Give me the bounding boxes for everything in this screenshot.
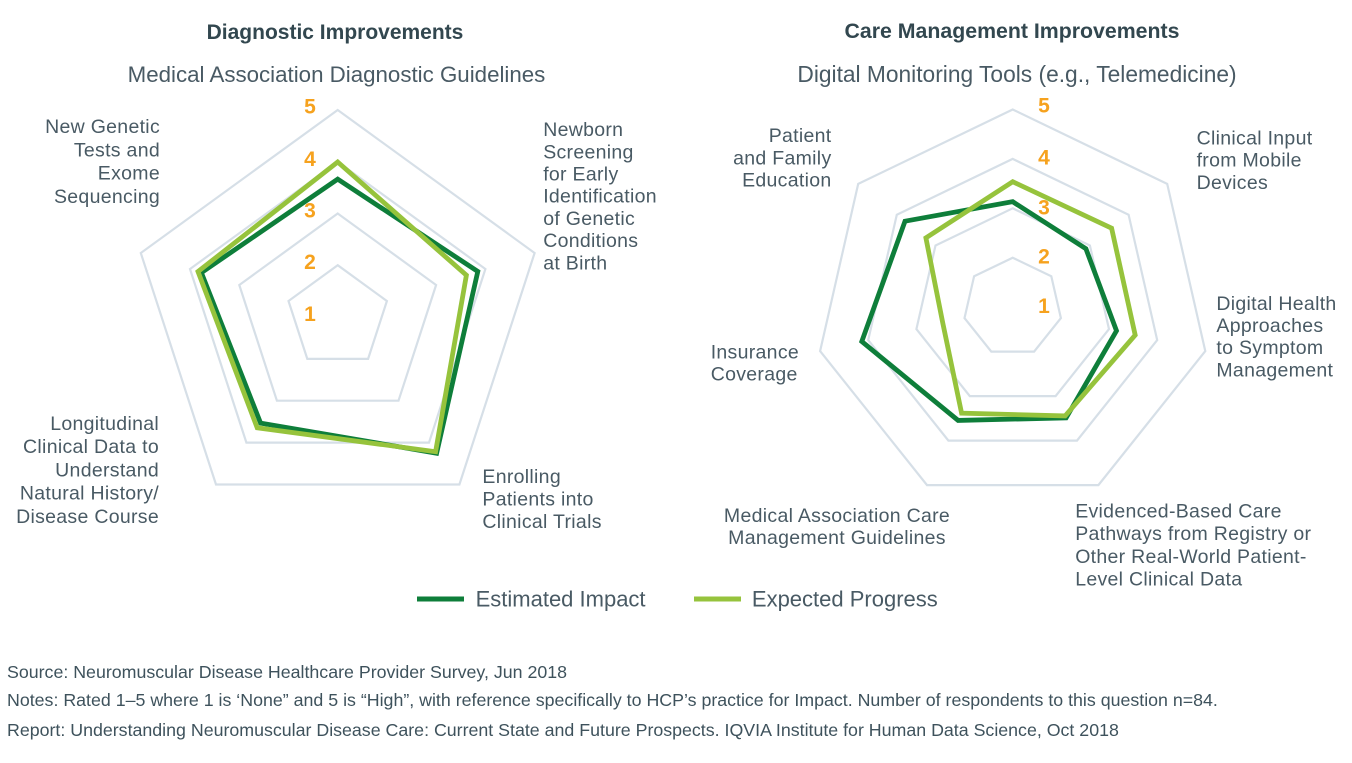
svg-text:3: 3 — [1038, 197, 1050, 220]
svg-text:Care Management Improvements: Care Management Improvements — [845, 19, 1180, 43]
svg-text:Disease Course: Disease Course — [16, 506, 159, 528]
svg-text:Medical Association Diagnostic: Medical Association Diagnostic Guideline… — [128, 62, 546, 87]
svg-text:Longitudinal: Longitudinal — [50, 413, 159, 435]
svg-text:and Family: and Family — [733, 147, 831, 169]
svg-text:2: 2 — [304, 251, 316, 274]
svg-text:Level Clinical Data: Level Clinical Data — [1075, 568, 1242, 590]
svg-text:Natural History/: Natural History/ — [20, 483, 159, 505]
svg-text:1: 1 — [1038, 295, 1050, 318]
svg-text:Screening: Screening — [543, 141, 634, 163]
svg-text:Medical Association Care: Medical Association Care — [724, 505, 950, 527]
svg-text:Devices: Devices — [1197, 172, 1268, 194]
svg-text:Sequencing: Sequencing — [54, 186, 160, 208]
svg-text:Pathways from Registry or: Pathways from Registry or — [1075, 523, 1311, 545]
svg-text:Digital Monitoring Tools (e.g.: Digital Monitoring Tools (e.g., Telemedi… — [797, 61, 1236, 87]
svg-text:Notes: Rated 1–5 where 1 is ‘N: Notes: Rated 1–5 where 1 is ‘None” and 5… — [7, 690, 1218, 710]
svg-text:Digital Health: Digital Health — [1216, 293, 1336, 315]
svg-text:Expected Progress: Expected Progress — [752, 587, 938, 612]
svg-text:Insurance: Insurance — [711, 341, 799, 363]
svg-text:at Birth: at Birth — [543, 252, 607, 274]
svg-text:from Mobile: from Mobile — [1197, 150, 1302, 172]
svg-text:Other Real-World Patient-: Other Real-World Patient- — [1075, 546, 1306, 568]
svg-text:Enrolling: Enrolling — [482, 466, 561, 488]
svg-text:Source: Neuromuscular Disease: Source: Neuromuscular Disease Healthcare… — [7, 662, 567, 682]
svg-text:Understand: Understand — [55, 459, 159, 481]
svg-text:5: 5 — [1038, 95, 1050, 118]
svg-text:Report: Understanding Neuromus: Report: Understanding Neuromuscular Dise… — [7, 720, 1119, 740]
svg-text:5: 5 — [304, 96, 316, 119]
svg-text:Identification: Identification — [543, 186, 657, 208]
svg-text:Evidenced-Based Care: Evidenced-Based Care — [1075, 501, 1282, 523]
svg-text:Coverage: Coverage — [711, 364, 798, 386]
svg-text:Clinical Data to: Clinical Data to — [23, 436, 159, 458]
svg-text:Clinical Trials: Clinical Trials — [482, 511, 601, 533]
svg-text:for Early: for Early — [543, 164, 618, 186]
svg-text:Tests and: Tests and — [74, 139, 160, 161]
svg-text:4: 4 — [304, 148, 316, 171]
svg-text:Clinical Input: Clinical Input — [1197, 128, 1313, 150]
svg-text:3: 3 — [304, 200, 316, 223]
svg-text:Conditions: Conditions — [543, 230, 638, 252]
svg-text:Management: Management — [1216, 359, 1333, 381]
svg-text:Diagnostic Improvements: Diagnostic Improvements — [207, 21, 464, 44]
svg-text:of Genetic: of Genetic — [543, 208, 635, 230]
svg-text:4: 4 — [1038, 147, 1050, 170]
svg-text:Estimated Impact: Estimated Impact — [476, 587, 646, 612]
svg-text:2: 2 — [1038, 246, 1050, 269]
svg-text:Management Guidelines: Management Guidelines — [728, 527, 946, 549]
svg-text:Newborn: Newborn — [543, 119, 623, 141]
svg-text:Approaches: Approaches — [1216, 315, 1323, 337]
svg-text:Exome: Exome — [98, 163, 160, 185]
svg-text:New Genetic: New Genetic — [45, 116, 160, 138]
svg-text:to Symptom: to Symptom — [1216, 337, 1323, 359]
svg-text:Education: Education — [742, 170, 831, 192]
svg-text:Patient: Patient — [769, 125, 832, 147]
svg-text:1: 1 — [304, 303, 316, 326]
svg-text:Patients into: Patients into — [482, 489, 593, 511]
